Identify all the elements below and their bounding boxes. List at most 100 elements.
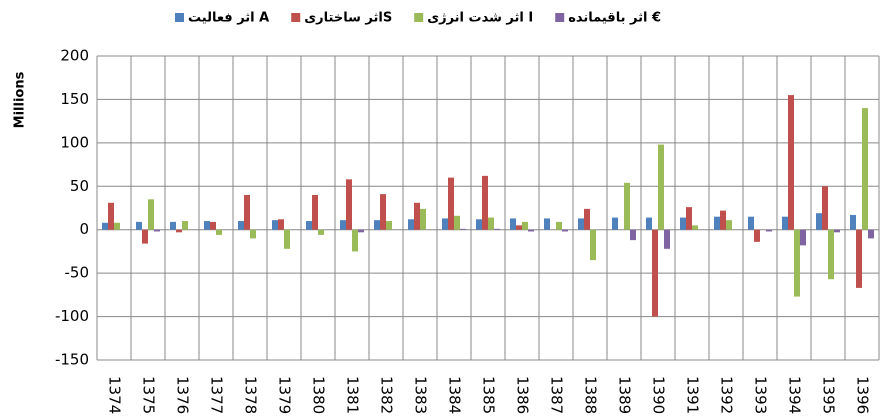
- bar: [834, 229, 840, 233]
- bar: [624, 182, 630, 230]
- bar: [306, 221, 312, 230]
- bar: [244, 194, 250, 230]
- bar: [476, 219, 482, 230]
- bar: [584, 208, 590, 230]
- x-tick-label: 1388: [582, 376, 600, 414]
- x-tick-label: 1389: [616, 376, 634, 414]
- legend-label: اثر فعالیت A: [188, 11, 269, 26]
- bar: [216, 229, 222, 235]
- bar: [102, 222, 108, 230]
- bar: [856, 229, 862, 288]
- y-axis-label: Millions: [13, 71, 28, 128]
- bar: [510, 218, 516, 230]
- bar: [238, 221, 244, 230]
- bar: [578, 218, 584, 230]
- bar: [556, 221, 562, 230]
- bar: [782, 216, 788, 230]
- x-tick-label: 1395: [820, 376, 838, 414]
- x-tick-label: 1392: [718, 376, 736, 414]
- legend-swatch: [175, 13, 184, 22]
- bar: [272, 220, 278, 230]
- y-tick-label: 150: [60, 90, 89, 108]
- bar: [210, 221, 216, 230]
- bar: [312, 194, 318, 230]
- bar: [822, 186, 828, 230]
- x-tick-label: 1377: [208, 376, 226, 414]
- x-tick-label: 1381: [344, 376, 362, 414]
- x-tick-label: 1384: [446, 376, 464, 414]
- bar: [204, 221, 210, 230]
- bar: [658, 144, 664, 230]
- bar: [714, 216, 720, 230]
- x-tick-label: 1378: [242, 376, 260, 414]
- bar: [692, 225, 698, 230]
- x-tick-label: 1396: [854, 376, 872, 414]
- bar: [680, 217, 686, 230]
- bar: [250, 229, 256, 239]
- bar: [794, 229, 800, 297]
- x-tick-label: 1383: [412, 376, 430, 414]
- bar: [386, 221, 392, 230]
- bar: [408, 219, 414, 230]
- x-tick-label: 1380: [310, 376, 328, 414]
- bar: [108, 202, 114, 230]
- y-tick-label: -100: [55, 307, 89, 325]
- bar: [380, 194, 386, 230]
- x-tick-label: 1374: [106, 376, 124, 414]
- bar: [720, 210, 726, 230]
- bar: [136, 221, 142, 230]
- bar: [346, 179, 352, 230]
- bar: [482, 175, 488, 230]
- bar: [664, 229, 670, 249]
- bar: [828, 229, 834, 280]
- bar: [868, 229, 874, 239]
- x-tick-label: 1375: [140, 376, 158, 414]
- bar: [352, 229, 358, 252]
- bar: [454, 215, 460, 230]
- bar: [148, 199, 154, 230]
- bar: [522, 221, 528, 230]
- bar: [652, 229, 658, 317]
- bar: [284, 229, 290, 249]
- y-tick-label: 50: [70, 177, 89, 195]
- legend-label: اثر ساختاریS: [304, 11, 392, 26]
- bar: [442, 218, 448, 230]
- bar: [494, 228, 500, 230]
- legend-swatch: [291, 13, 301, 22]
- bar: [358, 229, 364, 233]
- bar: [488, 217, 494, 230]
- bar: [318, 229, 324, 235]
- bar: [142, 229, 148, 244]
- bar: [460, 228, 466, 230]
- bar: [544, 218, 550, 230]
- x-tick-label: 1393: [752, 376, 770, 414]
- bar: [420, 208, 426, 230]
- bar: [114, 222, 120, 230]
- legend-label: اثر باقیمانده €: [568, 11, 661, 26]
- x-tick-label: 1391: [684, 376, 702, 414]
- bar: [176, 229, 182, 233]
- legend-label: اثر شدت انرژی I: [427, 11, 533, 26]
- x-tick-label: 1376: [174, 376, 192, 414]
- bar: [516, 225, 522, 230]
- bar: [646, 217, 652, 230]
- x-tick-label: 1386: [514, 376, 532, 414]
- bar: [278, 219, 284, 230]
- bar: [340, 220, 346, 230]
- y-tick-label: -50: [65, 264, 90, 282]
- bar: [726, 220, 732, 230]
- x-tick-label: 1394: [786, 376, 804, 414]
- bar: [748, 216, 754, 230]
- bar: [686, 207, 692, 230]
- bar: [800, 229, 806, 246]
- bar: [448, 177, 454, 230]
- bar: [816, 213, 822, 230]
- bar: [850, 214, 856, 230]
- y-tick-label: -150: [55, 351, 89, 369]
- bar: [788, 95, 794, 230]
- y-tick-label: 200: [60, 47, 89, 65]
- bar: [862, 108, 868, 230]
- x-tick-label: 1379: [276, 376, 294, 414]
- y-tick-label: 100: [60, 133, 89, 151]
